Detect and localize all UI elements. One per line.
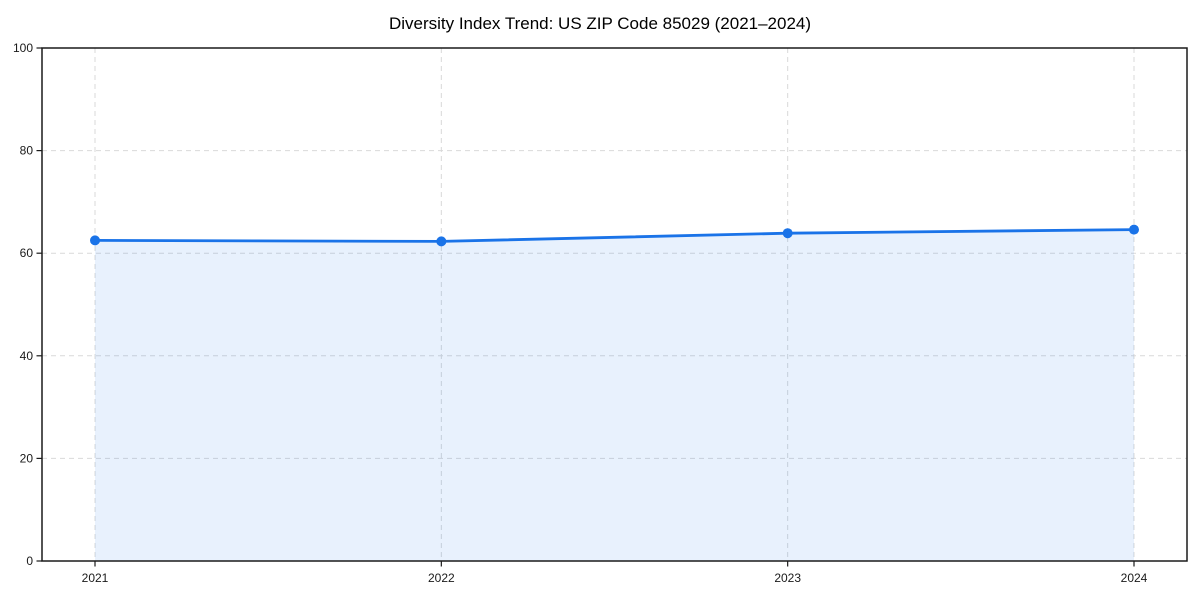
y-tick-label: 100 [13,41,33,55]
plot-border [41,47,1188,562]
data-point-2023 [782,228,793,239]
area-fill [95,229,1134,562]
y-tick-label: 20 [20,451,34,465]
x-tick-label: 2021 [82,571,109,585]
y-tick-label: 60 [20,246,34,260]
chart-title: Diversity Index Trend: US ZIP Code 85029… [389,14,811,33]
y-tick-label: 80 [20,144,34,158]
trend-line [93,228,1136,243]
x-tick-label: 2022 [428,571,455,585]
y-tick-label: 40 [20,349,34,363]
data-point-2022 [436,236,447,247]
data-point-2024 [1129,224,1139,235]
x-tick-label: 2023 [774,571,801,585]
x-tick-label: 2024 [1121,571,1148,585]
plot-area: 0 20 40 60 80 100 2021 2022 2023 2024 [13,41,1188,585]
data-point-2021 [90,235,100,246]
y-tick-label: 0 [26,554,33,568]
